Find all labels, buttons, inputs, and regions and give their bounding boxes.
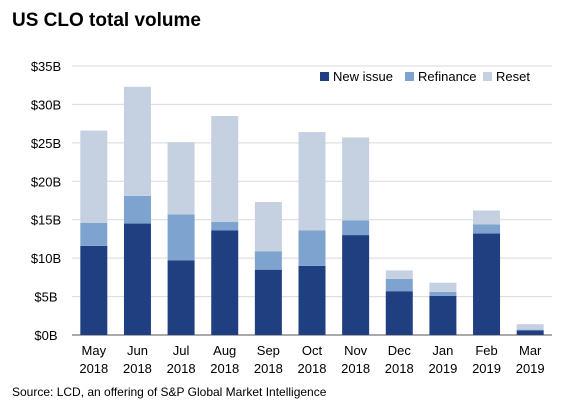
bar-segment-new-issue (516, 330, 544, 335)
legend-swatch (320, 72, 329, 81)
x-tick-label-year: 2019 (428, 361, 457, 376)
bar-segment-refinance (211, 222, 239, 231)
y-tick-label: $15B (31, 213, 61, 228)
x-tick-label-month: Sep (257, 343, 280, 358)
legend-label: Reset (496, 69, 530, 84)
bar-segment-reset (211, 115, 239, 223)
x-tick-label-year: 2019 (516, 361, 545, 376)
x-tick-label-month: Oct (302, 343, 323, 358)
x-tick-label-month: Nov (344, 343, 368, 358)
y-tick-label: $30B (31, 97, 61, 112)
x-tick-label-year: 2018 (298, 361, 327, 376)
x-tick-label-month: Jul (173, 343, 190, 358)
legend-swatch (405, 72, 414, 81)
bar-segment-reset (254, 202, 282, 252)
y-tick-label: $5B (34, 290, 57, 305)
bar-segment-refinance (385, 278, 413, 292)
bar-segment-reset (123, 86, 151, 196)
bar-segment-reset (167, 142, 195, 215)
x-tick-label-month: Jun (127, 343, 148, 358)
chart-title: US CLO total volume (12, 10, 201, 31)
bar-segment-refinance (429, 291, 457, 296)
legend-label: Refinance (418, 69, 477, 84)
bar-segment-refinance (80, 222, 108, 246)
bar-segment-refinance (342, 220, 370, 236)
bar-segment-refinance (298, 230, 326, 266)
bar-segment-new-issue (80, 245, 108, 335)
y-tick-label: $35B (31, 59, 61, 74)
bar-segment-new-issue (342, 235, 370, 335)
source-note: Source: LCD, an offering of S&P Global M… (12, 385, 327, 399)
bar-segment-new-issue (429, 295, 457, 335)
bar-segment-reset (385, 270, 413, 279)
x-tick-label-year: 2018 (210, 361, 239, 376)
bar-segment-refinance (254, 251, 282, 270)
bar-segment-new-issue (167, 260, 195, 335)
x-tick-label-month: Mar (519, 343, 542, 358)
x-tick-label-year: 2018 (123, 361, 152, 376)
bar-segment-reset (342, 137, 370, 221)
bar-segment-reset (298, 132, 326, 231)
y-tick-label: $25B (31, 136, 61, 151)
bar-segment-refinance (167, 214, 195, 261)
x-tick-label-month: May (82, 343, 107, 358)
y-tick-label: $0B (34, 328, 57, 343)
bar-segment-new-issue (123, 223, 151, 335)
bar-segment-reset (473, 210, 501, 225)
bar-segment-new-issue (211, 230, 239, 335)
y-tick-label: $10B (31, 251, 61, 266)
bar-segment-refinance (473, 224, 501, 234)
bar-segment-new-issue (298, 265, 326, 335)
x-tick-label-month: Aug (213, 343, 236, 358)
bar-segment-reset (516, 324, 544, 330)
x-tick-label-year: 2018 (385, 361, 414, 376)
y-tick-label: $20B (31, 174, 61, 189)
legend-swatch (483, 72, 492, 81)
x-tick-label-year: 2019 (472, 361, 501, 376)
x-tick-label-month: Dec (388, 343, 412, 358)
bar-segment-new-issue (473, 233, 501, 335)
bar-segment-reset (80, 130, 108, 223)
x-tick-label-year: 2018 (79, 361, 108, 376)
bar-segment-reset (429, 282, 457, 292)
x-tick-label-year: 2018 (167, 361, 196, 376)
bar-segment-refinance (516, 329, 544, 331)
bar-segment-refinance (123, 195, 151, 224)
x-tick-label-year: 2018 (254, 361, 283, 376)
bar-segment-new-issue (385, 291, 413, 335)
x-tick-label-year: 2018 (341, 361, 370, 376)
legend-label: New issue (333, 69, 393, 84)
x-tick-label-month: Feb (475, 343, 497, 358)
bar-segment-new-issue (254, 269, 282, 335)
x-tick-label-month: Jan (432, 343, 453, 358)
